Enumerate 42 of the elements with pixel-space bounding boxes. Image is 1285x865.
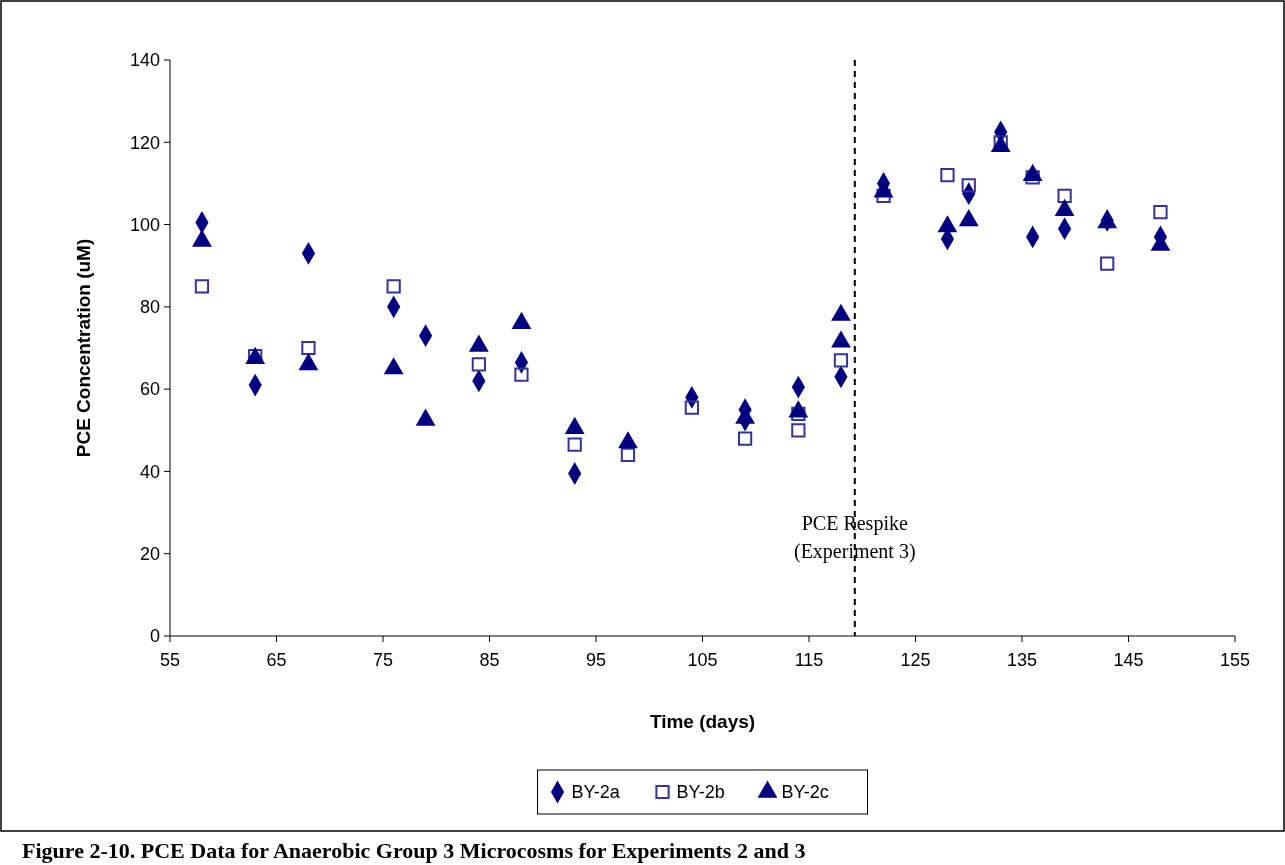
point	[471, 357, 486, 372]
y-tick-label: 120	[129, 132, 160, 153]
point	[620, 447, 636, 463]
point	[961, 178, 976, 193]
point	[386, 279, 401, 294]
legend-label: BY-2a	[571, 782, 621, 803]
y-tick-label: 100	[129, 214, 160, 235]
point	[791, 423, 806, 438]
x-tick-label: 85	[479, 650, 500, 670]
point	[1153, 205, 1168, 220]
x-tick-label: 105	[687, 650, 718, 670]
caption: Figure 2-10. PCE Data for Anaerobic Group 3 Microcosms for Experiments 2 and 3	[22, 838, 806, 863]
point	[567, 437, 582, 452]
x-tick-label: 115	[794, 650, 824, 670]
y-axis-title: PCE Concentration (uM)	[73, 238, 94, 458]
x-tick-label: 155	[1219, 650, 1251, 670]
x-axis-title: Time (days)	[649, 711, 756, 732]
point	[833, 353, 849, 368]
x-tick-label: 125	[900, 650, 931, 670]
x-tick-label: 65	[266, 650, 287, 670]
point	[301, 340, 316, 356]
legend-label: BY-2c	[781, 782, 829, 803]
y-tick-label: 0	[149, 626, 160, 647]
legend-label: BY-2b	[676, 782, 725, 803]
point	[514, 367, 529, 382]
point	[684, 400, 699, 415]
ref-line-label: PCE Respike (Experiment 3)	[793, 512, 916, 563]
y-tick-label: 40	[139, 461, 160, 482]
point	[1100, 256, 1115, 271]
point	[940, 168, 955, 183]
x-tick-label: 145	[1113, 650, 1144, 670]
y-tick-label: 140	[129, 50, 160, 71]
x-tick-label: 55	[159, 650, 181, 670]
y-tick-label: 20	[139, 544, 160, 565]
point	[194, 279, 210, 294]
y-tick-label: 80	[139, 297, 160, 318]
x-tick-label: 95	[585, 650, 607, 670]
x-tick-label: 75	[372, 650, 394, 670]
point	[1057, 188, 1072, 203]
y-tick-label: 60	[139, 379, 160, 400]
point	[737, 431, 753, 446]
x-tick-label: 135	[1006, 650, 1038, 670]
